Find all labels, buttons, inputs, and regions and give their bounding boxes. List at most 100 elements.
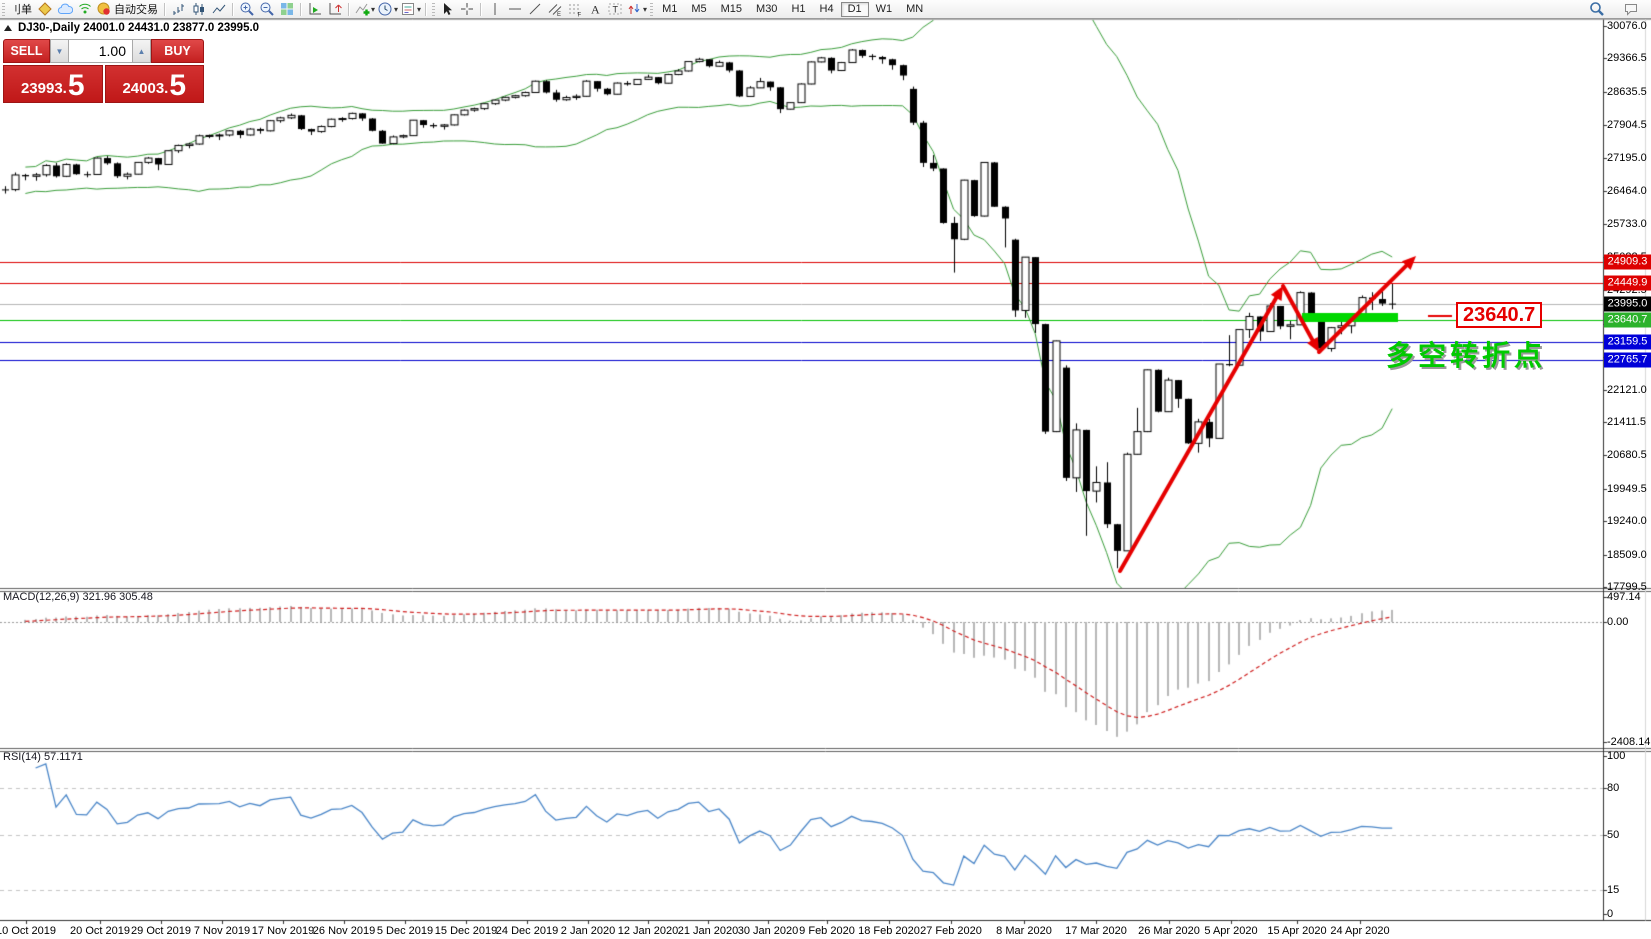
timeframe-m15-button[interactable]: M15 (714, 2, 749, 17)
crosshair-button[interactable] (457, 1, 477, 17)
date-label: 24 Apr 2020 (1330, 925, 1390, 937)
line-chart-mode-button[interactable] (209, 1, 229, 17)
candlestick-mode-button[interactable] (189, 1, 209, 17)
date-label: 27 Feb 2020 (920, 925, 982, 937)
sell-price-main: 23993 (20, 80, 63, 97)
timeframe-h1-button[interactable]: H1 (784, 2, 812, 17)
date-label: 9 Feb 2020 (799, 925, 855, 937)
zoom-out-button[interactable] (257, 1, 277, 17)
svg-text:F: F (578, 13, 582, 18)
autotrading-button[interactable]: 自动交易 (95, 1, 161, 17)
date-label: 12 Jan 2020 (617, 925, 679, 937)
chevron-down-icon[interactable]: ▾ (643, 4, 648, 14)
fibo-icon: F (569, 4, 582, 18)
price-tick-label: 25733.0 (1607, 218, 1647, 231)
volume-increase-button[interactable]: ▲ (132, 39, 151, 63)
sell-price-display[interactable]: 23993. 5 (3, 65, 103, 103)
rsi-tick-label: 15 (1607, 884, 1620, 897)
chart-shift-button[interactable] (325, 1, 345, 17)
collapse-panel-icon[interactable] (4, 25, 12, 31)
date-label: 21 Jan 2020 (677, 925, 739, 937)
timeframe-mn-button[interactable]: MN (899, 2, 930, 17)
auto-scroll-button[interactable] (305, 1, 325, 17)
price-tick-label: 21411.5 (1607, 415, 1646, 428)
labelT-icon: T (608, 3, 622, 15)
timeframe-d1-button[interactable]: D1 (840, 1, 869, 17)
rsi-tick-label: 0 (1607, 908, 1614, 920)
buy-price-display[interactable]: 24003. 5 (104, 65, 204, 103)
cursor-icon (444, 3, 453, 15)
cursor-button[interactable] (437, 1, 457, 17)
templates-button[interactable]: ▾ (399, 1, 422, 17)
sell-button[interactable]: SELL (3, 39, 50, 63)
chevron-down-icon[interactable]: ▾ (371, 4, 376, 14)
market-watch-button[interactable] (55, 1, 75, 17)
chevron-down-icon[interactable]: ▾ (417, 4, 422, 14)
vertical-line-tool-button[interactable] (485, 1, 505, 17)
autotrading-label: 自动交易 (114, 4, 158, 16)
price-tick-label: 22121.0 (1607, 383, 1647, 396)
bar-chart-mode-button[interactable] (169, 1, 189, 17)
search-button[interactable] (1587, 1, 1607, 17)
price-axis-badge: 23640.7 (1604, 312, 1651, 328)
horizontal-line-tool-button[interactable] (505, 1, 525, 17)
timeframe-w1-button[interactable]: W1 (869, 2, 900, 17)
one-click-order-button[interactable]: 刂单 (7, 1, 35, 17)
autotrade-icon (97, 2, 110, 15)
indicators-button[interactable]: ▾ (353, 1, 376, 17)
buy-price-dot: . (164, 80, 169, 97)
date-label: 24 Dec 2019 (495, 925, 559, 937)
volume-decrease-button[interactable]: ▼ (50, 39, 69, 63)
timeframe-m1-button[interactable]: M1 (655, 2, 684, 17)
macd-tick-label: 497.14 (1607, 591, 1641, 604)
vline-icon (494, 3, 496, 15)
clock-icon (378, 2, 392, 16)
arrowsTool-icon (628, 4, 640, 14)
new-order-button[interactable] (35, 1, 55, 17)
channel-icon: E (548, 4, 562, 17)
chevron-down-icon[interactable]: ▾ (394, 4, 399, 14)
symbol-header: DJ30-,Daily 24001.0 24431.0 23877.0 2399… (4, 22, 259, 34)
price-axis-badge: 24909.3 (1604, 254, 1651, 270)
turning-point-annotation[interactable]: 多空转折点 (1386, 340, 1547, 371)
price-tick-label: 27195.0 (1607, 151, 1647, 164)
price-axis-badge: 22765.7 (1604, 352, 1651, 368)
toolbar-separator (164, 2, 166, 16)
fibonacci-tool-button[interactable]: F (565, 1, 585, 17)
signals-button[interactable] (75, 1, 95, 17)
date-label: 26 Nov 2019 (312, 925, 376, 937)
indicators-icon (355, 3, 370, 16)
zoom-in-button[interactable] (237, 1, 257, 17)
timeframe-h4-button[interactable]: H4 (813, 2, 841, 17)
trendline-tool-button[interactable] (525, 1, 545, 17)
buy-price-pip: 5 (169, 69, 187, 102)
tile-windows-button[interactable] (277, 1, 297, 17)
diamond-icon (38, 2, 52, 16)
price-callout-box[interactable]: 23640.7 (1456, 302, 1543, 328)
svg-text:A: A (591, 3, 600, 17)
rsi-tick-label: 100 (1607, 750, 1626, 762)
volume-input[interactable]: 1.00 (69, 39, 132, 63)
equidistant-channel-tool-button[interactable]: E (545, 1, 565, 17)
date-label: 17 Mar 2020 (1065, 925, 1127, 937)
date-label: 5 Dec 2019 (376, 925, 434, 937)
line-icon (212, 4, 226, 14)
date-label: 2 Jan 2020 (560, 925, 616, 937)
text-label-tool-button[interactable]: T (605, 1, 625, 17)
text-tool-button[interactable]: A (585, 1, 605, 17)
rsi-tick-label: 80 (1607, 781, 1620, 794)
hline-icon (509, 8, 522, 10)
date-label: 15 Dec 2019 (434, 925, 498, 937)
chat-button[interactable] (1621, 1, 1641, 17)
toolbar-grip (2, 2, 5, 16)
arrows-tool-button[interactable]: ▾ (625, 1, 648, 17)
price-axis-badge: 23995.0 (1604, 296, 1651, 312)
timeframe-m30-button[interactable]: M30 (749, 2, 784, 17)
periods-button[interactable]: ▾ (376, 1, 399, 17)
buy-price-main: 24003 (122, 80, 165, 97)
rsi-tick-label: 50 (1607, 829, 1620, 841)
signal-icon (79, 3, 91, 14)
buy-button[interactable]: BUY (151, 39, 204, 63)
timeframe-m5-button[interactable]: M5 (684, 2, 713, 17)
